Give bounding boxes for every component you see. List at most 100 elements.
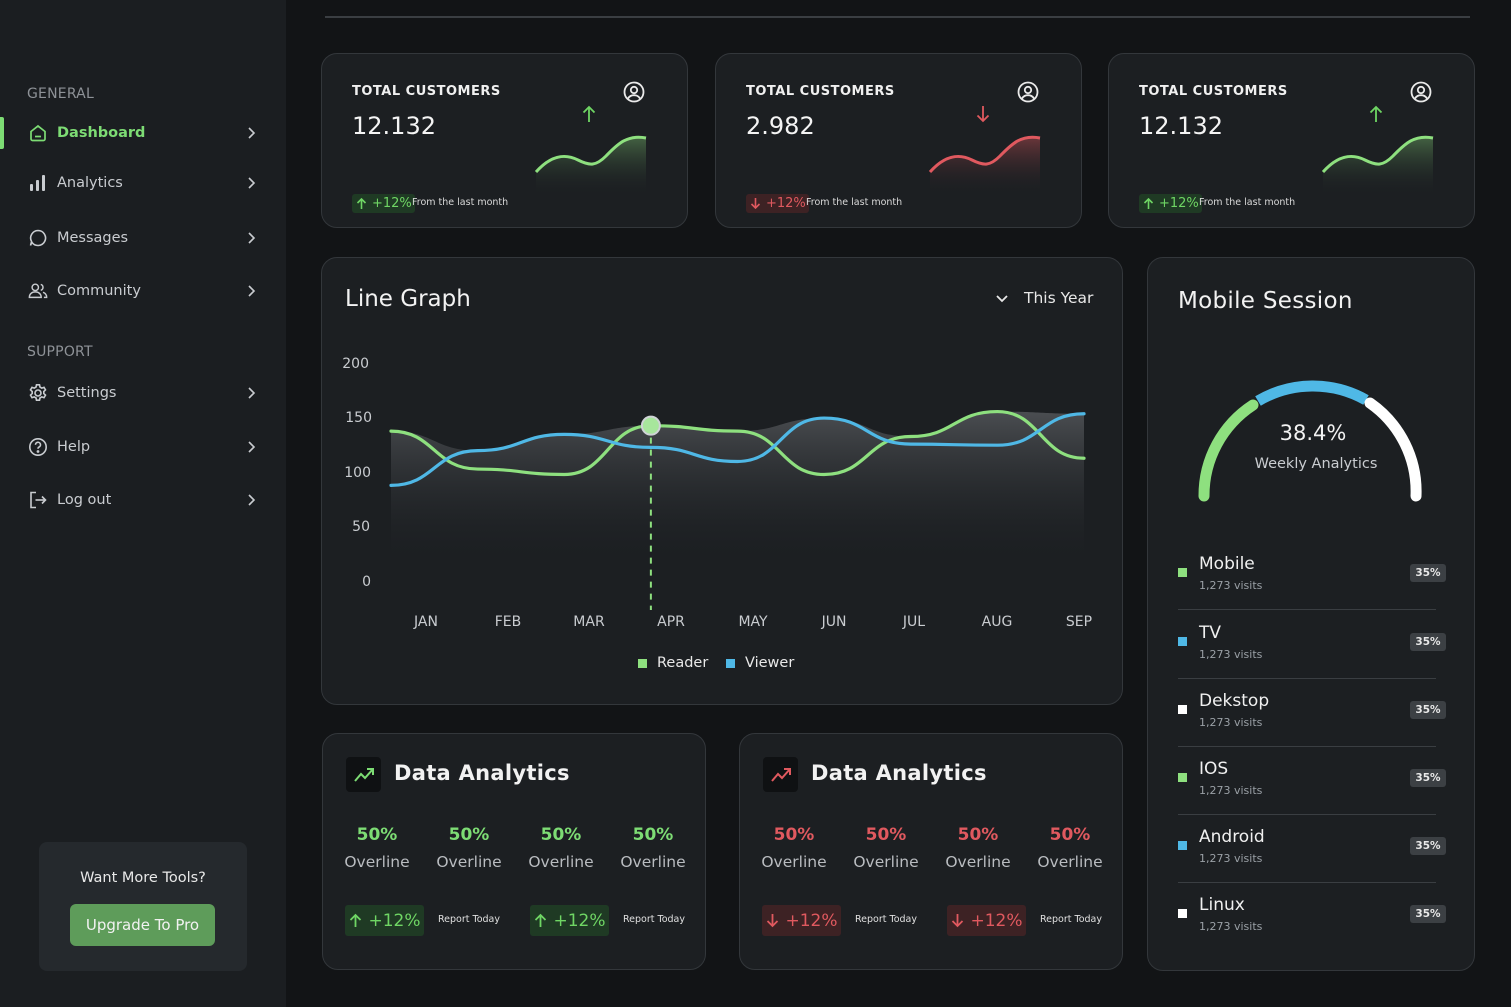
gear-icon [28, 383, 48, 403]
stat-value: 2.982 [746, 112, 815, 140]
session-visits: 1,273 visits [1199, 716, 1263, 729]
chevron-right-icon [248, 285, 256, 297]
metric: 50% Overline [846, 825, 926, 871]
session-visits: 1,273 visits [1199, 648, 1263, 661]
session-item-desktop: Dekstop 1,273 visits 35% [1178, 691, 1446, 751]
line-chart [389, 409, 1086, 610]
chart-area-fill [391, 411, 1084, 558]
metric-label: Overline [436, 853, 502, 871]
sidebar-item-messages[interactable]: Messages [0, 218, 286, 258]
y-tick: 50 [352, 519, 370, 535]
upgrade-button[interactable]: Upgrade To Pro [70, 904, 215, 946]
metric-label: Overline [853, 853, 919, 871]
divider [1178, 814, 1436, 815]
sparkline [1321, 135, 1434, 196]
sidebar-item-community[interactable]: Community [0, 271, 286, 311]
y-tick: 150 [345, 410, 372, 426]
y-tick: 0 [362, 574, 371, 590]
chevron-right-icon [248, 232, 256, 244]
chevron-right-icon [248, 127, 256, 139]
stat-card-1: TOTAL CUSTOMERS 12.132 +12% From the las… [321, 53, 688, 228]
sidebar-item-help[interactable]: Help [0, 427, 286, 467]
sidebar-item-dashboard[interactable]: Dashboard [0, 113, 286, 153]
report-change-badge: +12% [947, 905, 1026, 936]
stat-note: From the last month [806, 197, 903, 208]
session-name: Mobile [1199, 554, 1255, 574]
user-circle-icon[interactable] [622, 80, 646, 104]
y-tick: 200 [342, 356, 369, 372]
trend-up-icon [763, 757, 798, 792]
report-change: +12% [785, 910, 838, 931]
metric-percent: 50% [865, 825, 907, 845]
promo-title: Want More Tools? [80, 870, 206, 886]
session-percent: 35% [1410, 633, 1446, 651]
sidebar-item-label: Log out [57, 492, 112, 508]
mobile-session-card: Mobile Session 38.4% Weekly Analytics Mo… [1147, 257, 1475, 971]
change-value: +12% [1159, 196, 1199, 211]
sidebar-item-label: Messages [57, 230, 129, 246]
change-badge: +12% [352, 194, 415, 213]
metric: 50% Overline [938, 825, 1018, 871]
report-change: +12% [553, 910, 606, 931]
arrow-up-icon [582, 105, 596, 122]
chat-icon [28, 228, 48, 248]
metric-label: Overline [344, 853, 410, 871]
metric-percent: 50% [773, 825, 815, 845]
stat-note: From the last month [1199, 197, 1296, 208]
report-note: Report Today [623, 914, 685, 925]
report-note: Report Today [855, 914, 917, 925]
report-change-badge: +12% [762, 905, 841, 936]
help-icon [28, 437, 48, 457]
session-item-tv: TV 1,273 visits 35% [1178, 623, 1446, 683]
session-item-linux: Linux 1,273 visits 35% [1178, 895, 1446, 955]
report-change-badge: +12% [345, 905, 424, 936]
period-dropdown[interactable]: This Year [994, 289, 1093, 307]
sidebar-item-settings[interactable]: Settings [0, 373, 286, 413]
legend-swatch [726, 658, 735, 668]
metric-label: Overline [620, 853, 686, 871]
sidebar-item-logout[interactable]: Log out [0, 480, 286, 520]
change-badge: +12% [1139, 194, 1202, 213]
session-percent: 35% [1410, 564, 1446, 582]
trend-up-icon [346, 757, 381, 792]
session-item-ios: IOS 1,273 visits 35% [1178, 759, 1446, 819]
user-circle-icon[interactable] [1016, 80, 1040, 104]
legend-item-viewer[interactable]: Viewer [726, 655, 794, 671]
session-percent: 35% [1410, 905, 1446, 923]
arrow-down-icon [750, 198, 761, 210]
metric: 50% Overline [521, 825, 601, 871]
stat-value: 12.132 [352, 112, 436, 140]
change-value: +12% [372, 196, 412, 211]
divider [1178, 609, 1436, 610]
sidebar-item-label: Analytics [57, 175, 123, 191]
chevron-right-icon [248, 387, 256, 399]
user-circle-icon[interactable] [1409, 80, 1433, 104]
report-note: Report Today [438, 914, 500, 925]
session-item-android: Android 1,273 visits 35% [1178, 827, 1446, 887]
chevron-right-icon [248, 177, 256, 189]
highlight-point[interactable] [640, 415, 661, 436]
change-value: +12% [766, 196, 806, 211]
x-tick: APR [657, 614, 685, 630]
session-dot [1178, 909, 1187, 918]
legend-item-reader[interactable]: Reader [638, 655, 708, 671]
legend-swatch [638, 658, 647, 668]
session-dot [1178, 841, 1187, 850]
upgrade-promo: Want More Tools? Upgrade To Pro [39, 842, 247, 971]
divider [1178, 746, 1436, 747]
session-dot [1178, 773, 1187, 782]
sidebar-item-analytics[interactable]: Analytics [0, 163, 286, 203]
session-visits: 1,273 visits [1199, 852, 1263, 865]
sparkline [534, 135, 647, 196]
series-line-reader [389, 409, 1086, 477]
metric: 50% Overline [613, 825, 693, 871]
logout-icon [28, 490, 48, 510]
change-badge: +12% [746, 194, 809, 213]
metric-percent: 50% [1049, 825, 1091, 845]
line-graph-card: Line Graph This Year 200 150 100 50 0 JA… [321, 257, 1123, 705]
session-name: Dekstop [1199, 691, 1270, 711]
data-analytics-title: Data Analytics [811, 761, 987, 785]
arrow-up-icon [535, 913, 547, 927]
x-tick: JAN [414, 614, 438, 630]
stat-note: From the last month [412, 197, 509, 208]
